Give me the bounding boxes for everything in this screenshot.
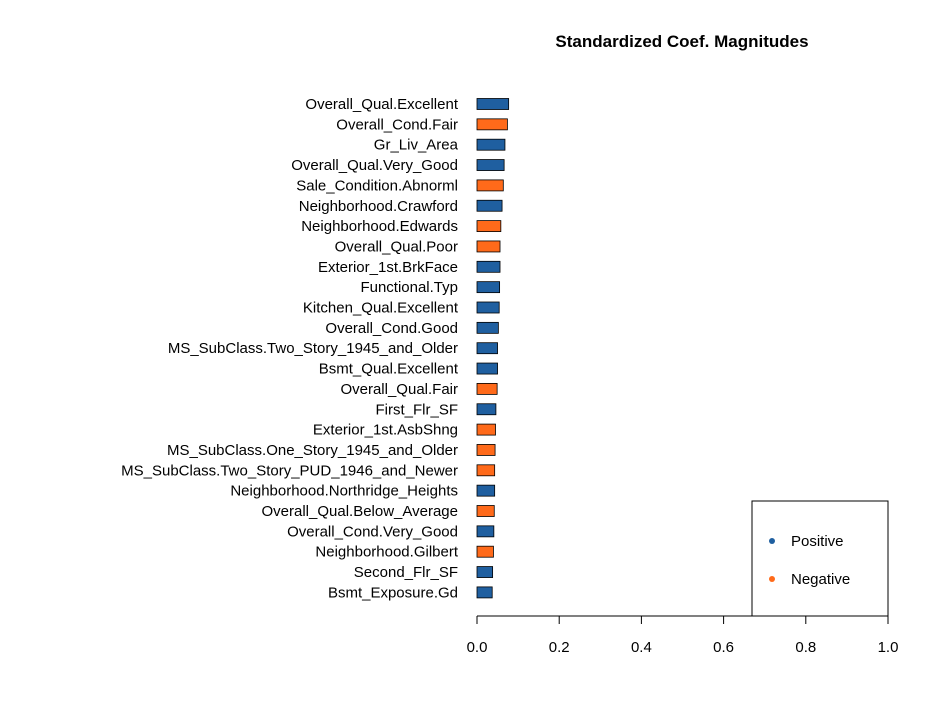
bar-Overall_Qual.Fair — [476, 382, 498, 395]
x-tick-label: 0.2 — [549, 639, 570, 656]
category-label: Overall_Cond.Very_Good — [287, 523, 458, 540]
category-label: Exterior_1st.AsbShng — [313, 422, 458, 439]
bar-Exterior_1st.AsbShng — [476, 423, 496, 436]
category-label: Neighborhood.Edwards — [301, 218, 458, 235]
bar-Sale_Condition.Abnorml — [476, 179, 504, 192]
legend-box — [751, 500, 889, 617]
bar-First_Flr_SF — [476, 403, 497, 416]
x-axis: 0.0 0.2 0.4 0.6 0.8 1.0 — [467, 615, 899, 656]
category-label: Overall_Cond.Good — [325, 320, 458, 337]
bar-Neighborhood.Edwards — [476, 220, 502, 233]
category-label: Neighborhood.Gilbert — [315, 544, 458, 561]
category-label: Overall_Qual.Poor — [335, 238, 458, 255]
bar-MS_SubClass.Two_Story_PUD_1946_and_Newer — [476, 464, 496, 477]
category-label: Second_Flr_SF — [354, 564, 458, 581]
x-tick-label: 0.6 — [713, 639, 734, 656]
bar-Kitchen_Qual.Excellent — [476, 301, 500, 314]
bar-Overall_Qual.Below_Average — [476, 505, 495, 517]
category-label: Overall_Cond.Fair — [336, 116, 458, 133]
bars-layer — [476, 98, 510, 599]
x-tick-label: 0.4 — [631, 639, 652, 656]
legend-marker-negative — [769, 576, 775, 582]
category-label: First_Flr_SF — [376, 401, 459, 418]
x-tick-label: 0.8 — [795, 639, 816, 656]
x-tick-label: 1.0 — [878, 639, 899, 656]
chart-title: Standardized Coef. Magnitudes — [555, 32, 808, 51]
category-labels: Overall_Qual.Excellent Overall_Cond.Fair G… — [121, 96, 459, 601]
category-label: Neighborhood.Northridge_Heights — [230, 483, 458, 500]
bar-MS_SubClass.Two_Story_1945_and_Older — [476, 342, 498, 355]
bar-Neighborhood.Gilbert — [476, 545, 494, 558]
category-label: Overall_Qual.Very_Good — [291, 157, 458, 174]
category-label: Overall_Qual.Below_Average — [261, 503, 458, 520]
category-label: Bsmt_Qual.Excellent — [319, 361, 459, 378]
bar-Overall_Qual.Poor — [476, 240, 501, 253]
category-label: Exterior_1st.BrkFace — [318, 259, 458, 276]
category-label: Overall_Qual.Fair — [340, 381, 458, 398]
x-tick-label: 0.0 — [467, 639, 488, 656]
bar-Second_Flr_SF — [476, 566, 494, 578]
category-label: Kitchen_Qual.Excellent — [303, 300, 459, 317]
legend-label-negative: Negative — [791, 571, 850, 588]
legend-marker-positive — [769, 538, 775, 544]
bar-Neighborhood.Northridge_Heights — [476, 484, 496, 497]
bar-Bsmt_Qual.Excellent — [476, 362, 498, 375]
category-label: Neighborhood.Crawford — [299, 198, 458, 215]
legend-label-positive: Positive — [791, 533, 844, 550]
category-label: MS_SubClass.One_Story_1945_and_Older — [167, 442, 458, 459]
category-label: Gr_Liv_Area — [374, 137, 459, 154]
category-label: Bsmt_Exposure.Gd — [328, 584, 458, 601]
bar-Overall_Cond.Very_Good — [476, 525, 495, 538]
bar-MS_SubClass.One_Story_1945_and_Older — [476, 444, 496, 456]
category-label: MS_SubClass.Two_Story_PUD_1946_and_Newer — [121, 462, 458, 479]
bar-Exterior_1st.BrkFace — [476, 260, 501, 273]
legend: Positive Negative — [751, 500, 889, 617]
bar-Overall_Qual.Excellent — [476, 98, 510, 110]
category-label: Overall_Qual.Excellent — [305, 96, 458, 113]
bar-Gr_Liv_Area — [476, 138, 506, 151]
bar-Bsmt_Exposure.Gd — [476, 586, 493, 599]
category-label: Sale_Condition.Abnorml — [296, 177, 458, 194]
bar-Overall_Cond.Good — [476, 321, 499, 334]
bar-Overall_Qual.Very_Good — [476, 159, 505, 171]
category-label: Functional.Typ — [360, 279, 458, 296]
bar-Functional.Typ — [476, 281, 501, 294]
bar-Neighborhood.Crawford — [476, 199, 503, 212]
bar-Overall_Cond.Fair — [476, 118, 508, 131]
category-label: MS_SubClass.Two_Story_1945_and_Older — [168, 340, 458, 357]
